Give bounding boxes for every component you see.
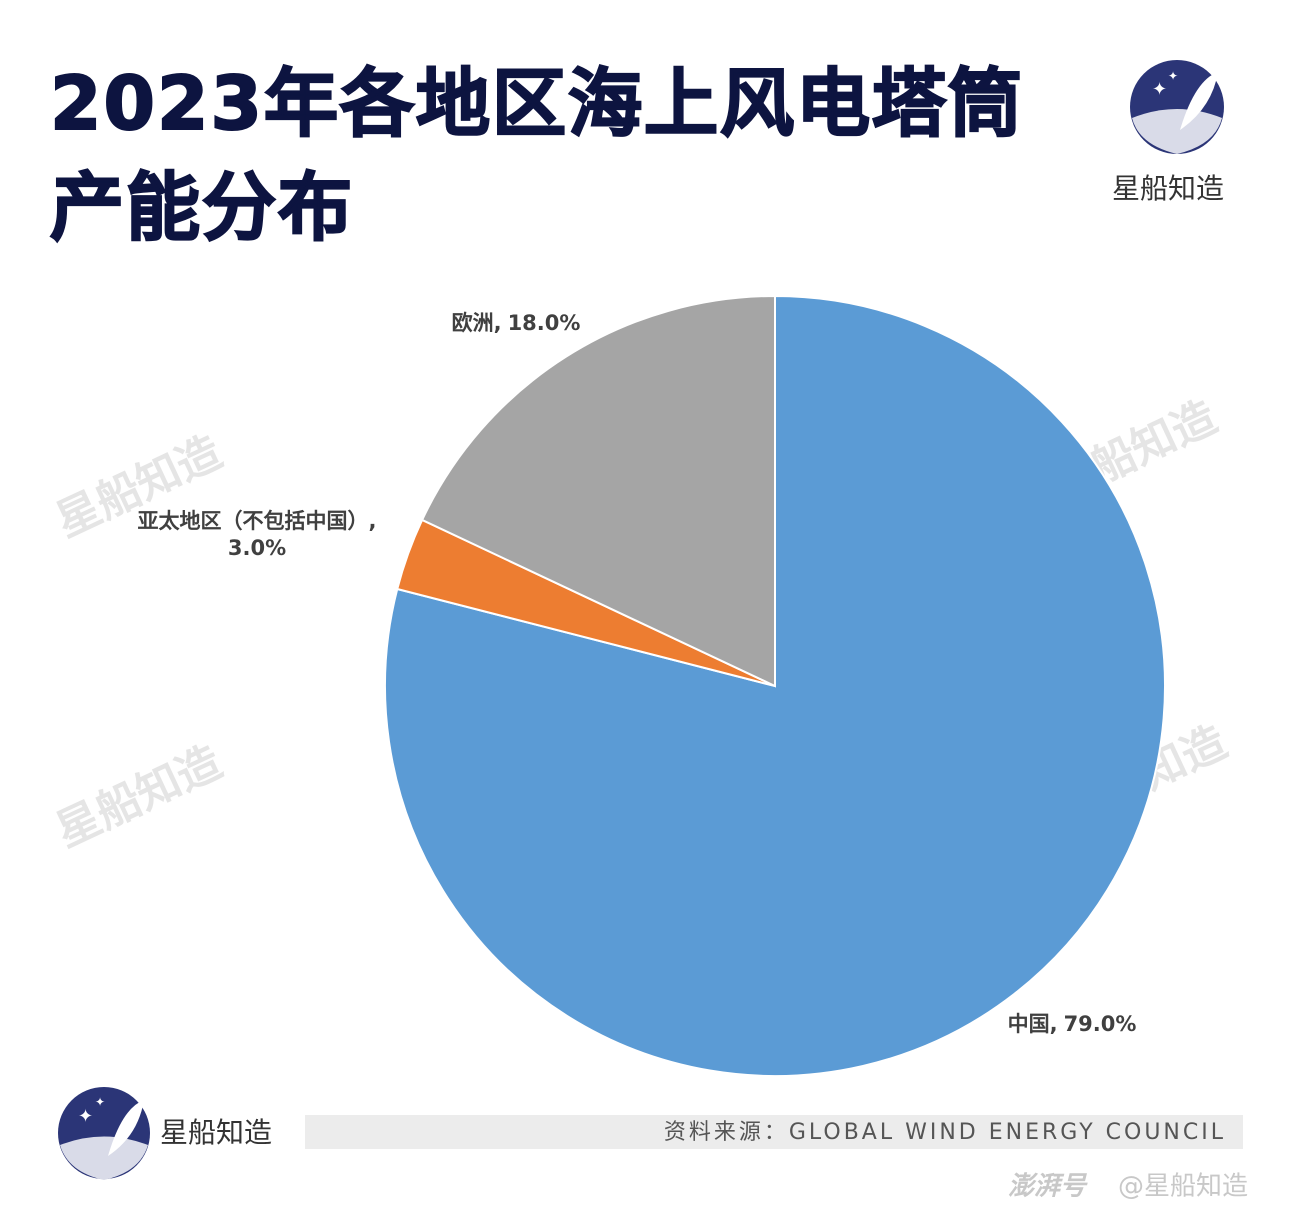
source-bar: [305, 1115, 1243, 1149]
label-separator: ,: [369, 509, 377, 533]
data-label: 亚太地区（不包括中国）, 3.0%: [138, 509, 377, 560]
footer-platform: 澎湃号: [1008, 1172, 1088, 1202]
svg-text:✦: ✦: [95, 1095, 105, 1109]
chart-title: 2023年各地区海上风电塔筒产能分布: [49, 60, 1024, 252]
pie-slice: [384, 294, 1166, 1077]
pie-slice: [420, 294, 776, 688]
label-value: 18.0%: [508, 311, 581, 335]
label-category: 中国: [1008, 1012, 1050, 1036]
label-separator: ,: [1050, 1012, 1058, 1036]
footer-account: @星船知造: [1118, 1172, 1248, 1202]
svg-text:✦: ✦: [78, 1106, 93, 1127]
watermark: 星船知造: [48, 737, 229, 858]
logo-bottom: ✦ ✦: [58, 1087, 150, 1180]
logo-top: ✦ ✦: [1130, 60, 1224, 154]
source: 资料来源：GLOBAL WIND ENERGY COUNCIL: [664, 1120, 1226, 1145]
label-category: 欧洲: [452, 311, 494, 335]
data-label: 中国, 79.0%: [1008, 1012, 1137, 1036]
label-value: 79.0%: [1064, 1012, 1137, 1036]
svg-text:✦: ✦: [1152, 79, 1167, 100]
brand-top: 星船知造: [1112, 172, 1224, 205]
label-separator: ,: [494, 311, 502, 335]
label-category: 亚太地区（不包括中国）: [138, 509, 369, 533]
data-label: 欧洲, 18.0%: [452, 311, 581, 335]
brand-bottom: 星船知造: [160, 1116, 272, 1149]
label-value: 3.0%: [228, 536, 286, 560]
svg-text:✦: ✦: [1168, 69, 1178, 83]
